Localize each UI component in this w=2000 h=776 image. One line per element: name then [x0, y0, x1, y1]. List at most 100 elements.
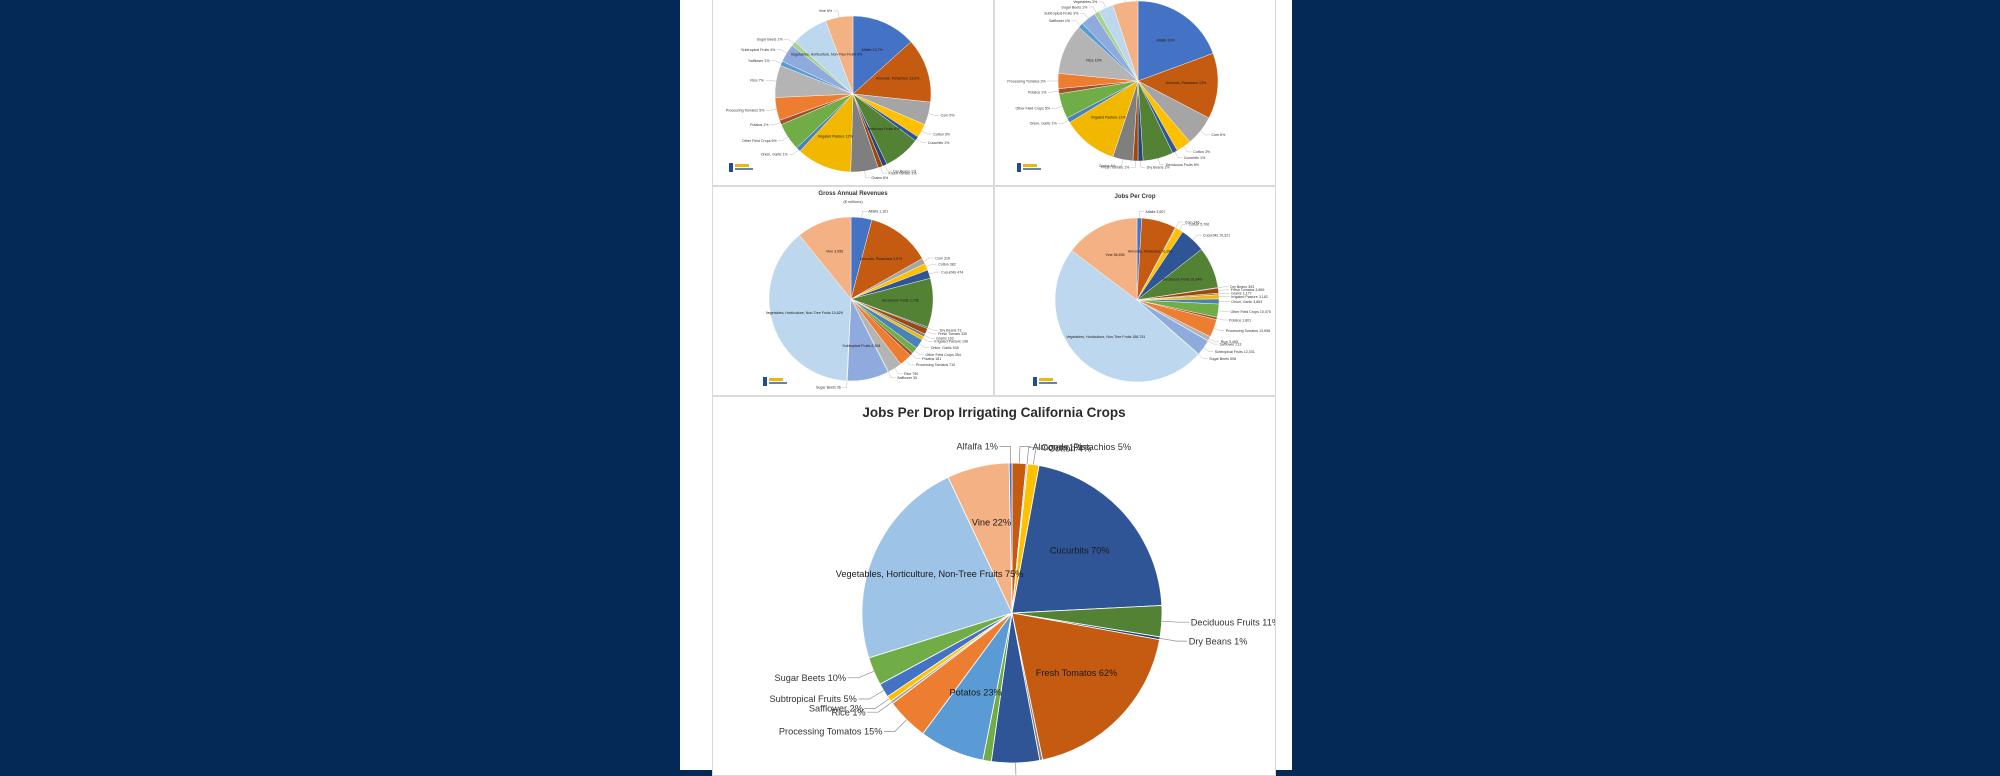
slice-label: Safflower 1% [748, 59, 770, 63]
leader-line [1218, 287, 1229, 288]
leader-line [1120, 0, 1125, 2]
slice-label: Dry Beans 1% [1147, 166, 1171, 170]
leader-line [1209, 339, 1219, 342]
slice-label: Deciduous Fruits 31,649 [1163, 277, 1202, 281]
slice-label: Fresh Tomatos 62% [1036, 668, 1118, 678]
slice-label: Rice 7% [750, 78, 764, 82]
leader-line [834, 11, 840, 17]
slice-label: Cucurbits 1% [1184, 156, 1206, 160]
publisher-logo [1017, 163, 1043, 172]
slice-label: Cotton 3% [1193, 150, 1211, 154]
slice-label: Cucurbits 474 [941, 270, 963, 274]
slice-label: Fresh Tomato 1% [889, 171, 918, 175]
leader-line [765, 80, 776, 81]
leader-line [895, 368, 903, 374]
leader-line [929, 272, 940, 274]
slice-label: Almonds, Pistachios 13% [1166, 81, 1207, 85]
leader-line [885, 165, 892, 171]
slice-label: Vegetables 3% [1073, 0, 1098, 4]
slice-label: Subtropical Fruits 12,031 [1215, 350, 1255, 354]
slice-label: Processing Tomatos 13,658 [1226, 329, 1270, 333]
slice-label: Sugar Beets 10% [774, 673, 846, 683]
slice-label: Safflower 213 [1220, 342, 1242, 346]
slice-label: Safflower 2% [809, 704, 863, 714]
slice-label: Fresh Tomato 330 [938, 332, 967, 336]
slice-label: Cucurbits 1% [928, 141, 950, 145]
slice-label: Cotton 3% [933, 132, 951, 136]
chart-subtitle: ($ millions) [713, 199, 993, 204]
slice-label: Rice 10% [1086, 59, 1102, 63]
publisher-logo [763, 377, 789, 386]
leader-line [915, 351, 924, 355]
slice-label: Alfalfa 19% [1156, 39, 1175, 43]
slice-label: Almonds, Pistachios 13,6% [876, 77, 920, 81]
leader-line [858, 691, 883, 700]
leader-line [1058, 120, 1068, 123]
slice-label: Cucurbits 70% [1050, 546, 1110, 556]
slice-label: Deciduous Fruits 8% [866, 127, 900, 131]
chart-panel-acreage-share: Alfalfa 19%Almonds, Pistachios 13%Corn 6… [994, 0, 1276, 186]
slice-label: Onion, Garlic 1% [761, 152, 789, 156]
leader-line [1080, 13, 1088, 18]
leader-line [884, 720, 907, 732]
slice-label: Potatos 181 [922, 357, 941, 361]
leader-line [1158, 158, 1164, 164]
leader-line [867, 702, 891, 712]
slice-label: Deciduous Fruits 6% [1166, 163, 1200, 167]
slice-label: Processing Tomatos 5% [726, 109, 765, 113]
chart-panel-water-share: Alfalfa 13,7%Almonds, Pistachios 13,6%Co… [712, 0, 994, 186]
slice-label: Processing Tomatos 15% [779, 727, 883, 737]
leader-line [784, 39, 793, 43]
slice-label: Other Field Crops 5% [1016, 107, 1051, 111]
slice-label: Vine 6% [819, 9, 833, 13]
leader-line [1162, 621, 1190, 622]
slice-label: Cotton 5,706 [1189, 223, 1210, 227]
leader-line [1141, 161, 1146, 167]
pie-chart: Almonds, Pistachios 5%Corn <1%Cotton 4%C… [713, 397, 1276, 776]
slice-label: Sugar Beets 36 [816, 386, 841, 390]
slice-label: Irrigated Pasture 11% [1091, 116, 1126, 120]
chart-panel-jobs-per-drop: Almonds, Pistachios 5%Corn <1%Cotton 4%C… [712, 396, 1276, 776]
slice-label: Almonds, Pistachios 3,579 [860, 257, 902, 261]
document-page: Alfalfa 13,7%Almonds, Pistachios 13,6%Co… [680, 0, 1292, 770]
leader-line [1160, 638, 1187, 641]
chart-title: Gross Annual Revenues [713, 191, 993, 197]
leader-line [1175, 152, 1182, 158]
leader-line [999, 446, 1010, 463]
chart-title: Jobs Per Drop Irrigating California Crop… [713, 405, 1275, 420]
slice-label: Safflower 35 [897, 376, 917, 380]
slice-label: Potatos 1% [1028, 90, 1047, 94]
slice-label: Other Field Crops 10,075 [1231, 310, 1271, 314]
leader-line [928, 328, 938, 330]
leader-line [766, 109, 777, 110]
slice-label: Cotton 382 [938, 263, 956, 267]
slice-label: Subtropical Fruits 5% [769, 694, 856, 704]
leader-line [1180, 224, 1188, 230]
leader-line [926, 331, 936, 334]
slice-label: Irrigated Pasture 196 [934, 340, 968, 344]
slice-label: Sugar Beets 1% [1061, 5, 1088, 9]
leader-line [1052, 106, 1063, 108]
slice-label: Onion, Garlic 1% [1030, 122, 1058, 126]
slice-label: Deciduous Fruits 11% [1191, 617, 1276, 627]
leader-line [1019, 447, 1031, 464]
slice-label: Almonds, Pistachios 26,388 [1128, 250, 1172, 254]
slice-label: Alfalfa 1% [957, 442, 998, 452]
slice-label: Dry Beans 1% [1189, 636, 1248, 646]
publisher-logo [1033, 377, 1059, 386]
leader-line [1201, 131, 1210, 135]
slice-label: Grains 4% [1099, 164, 1117, 168]
slice-label: Cucurbits 19,321 [1203, 233, 1230, 237]
leader-line [1176, 222, 1183, 228]
slice-label: Vegetables, Horticulture, Non-Tree Fruit… [791, 52, 863, 56]
leader-line [926, 264, 936, 267]
leader-line [906, 360, 915, 365]
slice-label: Other Field Crops 6% [742, 139, 777, 143]
slice-label: Irrigated Pasture 3,182 [1231, 295, 1268, 299]
slice-label: Potatos 1,801 [1229, 318, 1251, 322]
slice-label: Onion, Garlic 538 [931, 346, 959, 350]
leader-line [1099, 2, 1106, 8]
